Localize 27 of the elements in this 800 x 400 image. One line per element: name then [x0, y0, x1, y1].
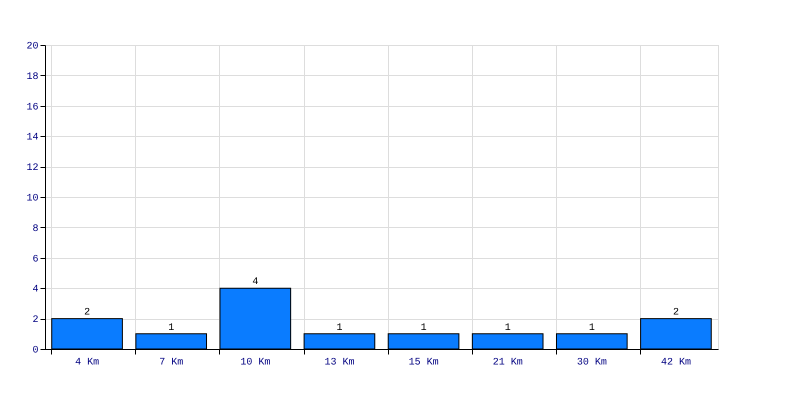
y-tick-label: 18	[26, 72, 38, 83]
y-tick-label: 8	[32, 224, 38, 235]
x-tick-label: 10 Km	[240, 358, 270, 368]
y-tick-label: 0	[32, 346, 38, 356]
y-tick-label: 14	[26, 132, 38, 144]
y-tick-label: 16	[26, 102, 38, 114]
data-label: 2	[84, 308, 90, 319]
data-label: 1	[420, 322, 427, 334]
x-tick-label: 15 Km	[408, 358, 439, 368]
x-tick-label: 42 Km	[660, 358, 691, 368]
y-tick-label: 2	[32, 315, 38, 326]
y-tick-label: 10	[26, 194, 38, 204]
y-tick-label: 4	[32, 284, 38, 296]
data-label: 1	[504, 322, 511, 334]
data-label: 1	[588, 322, 595, 334]
x-tick-label: 21 Km	[492, 358, 523, 368]
data-label: 4	[252, 277, 258, 288]
data-label: 2	[672, 308, 679, 319]
y-tick-label: 12	[26, 163, 38, 174]
x-tick-label: 7 Km	[159, 358, 184, 368]
x-tick-label: 4 Km	[75, 358, 100, 368]
y-tick-label: 20	[26, 42, 38, 52]
x-tick-label: 30 Km	[576, 358, 607, 368]
data-label: 1	[336, 322, 342, 334]
x-tick-label: 13 Km	[324, 358, 354, 368]
y-tick-label: 6	[32, 254, 38, 266]
data-label: 1	[168, 322, 174, 334]
